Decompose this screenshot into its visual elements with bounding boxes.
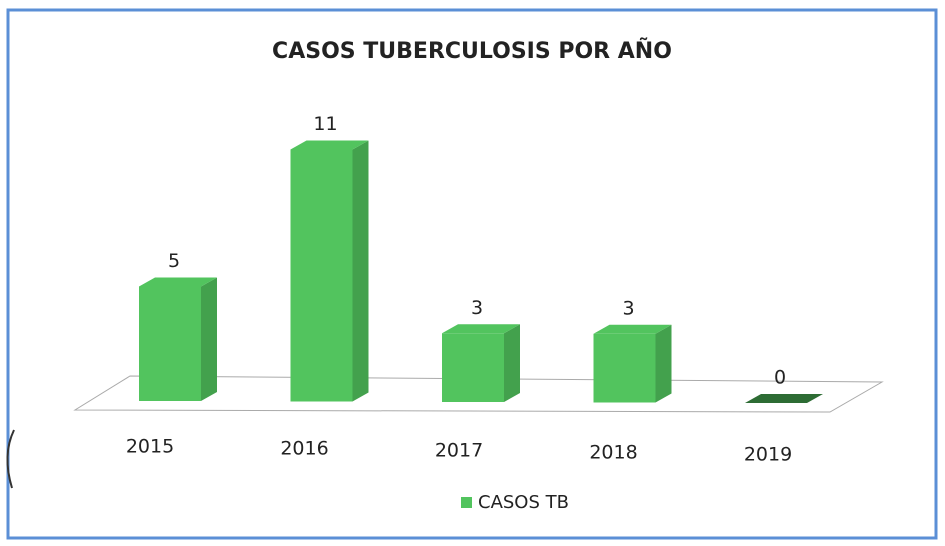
bar xyxy=(442,333,504,402)
bar xyxy=(290,149,353,402)
data-label: 3 xyxy=(471,297,483,319)
data-label: 0 xyxy=(774,367,786,389)
bar-side xyxy=(352,140,369,402)
bar xyxy=(745,394,823,403)
bar-top xyxy=(593,324,672,334)
bar-side xyxy=(655,324,672,403)
bar-side xyxy=(504,324,520,402)
bar-top xyxy=(290,140,369,150)
x-tick-label: 2016 xyxy=(280,438,328,460)
x-tick-label: 2017 xyxy=(435,440,483,462)
data-label: 5 xyxy=(168,250,180,272)
chart-title: CASOS TUBERCULOSIS POR AÑO xyxy=(272,38,672,64)
bar-side xyxy=(201,277,217,401)
bar-top xyxy=(139,277,217,287)
legend-label: CASOS TB xyxy=(478,492,569,513)
x-tick-label: 2018 xyxy=(589,442,637,464)
bar xyxy=(139,286,201,401)
x-tick-label: 2019 xyxy=(744,444,792,466)
bar xyxy=(593,333,656,403)
data-label: 3 xyxy=(622,297,634,319)
data-label: 11 xyxy=(313,113,337,135)
chart-frame xyxy=(6,8,938,540)
legend-swatch xyxy=(461,497,472,508)
x-tick-label: 2015 xyxy=(126,436,174,458)
bar-top xyxy=(442,324,520,334)
scan-edge xyxy=(6,429,15,489)
